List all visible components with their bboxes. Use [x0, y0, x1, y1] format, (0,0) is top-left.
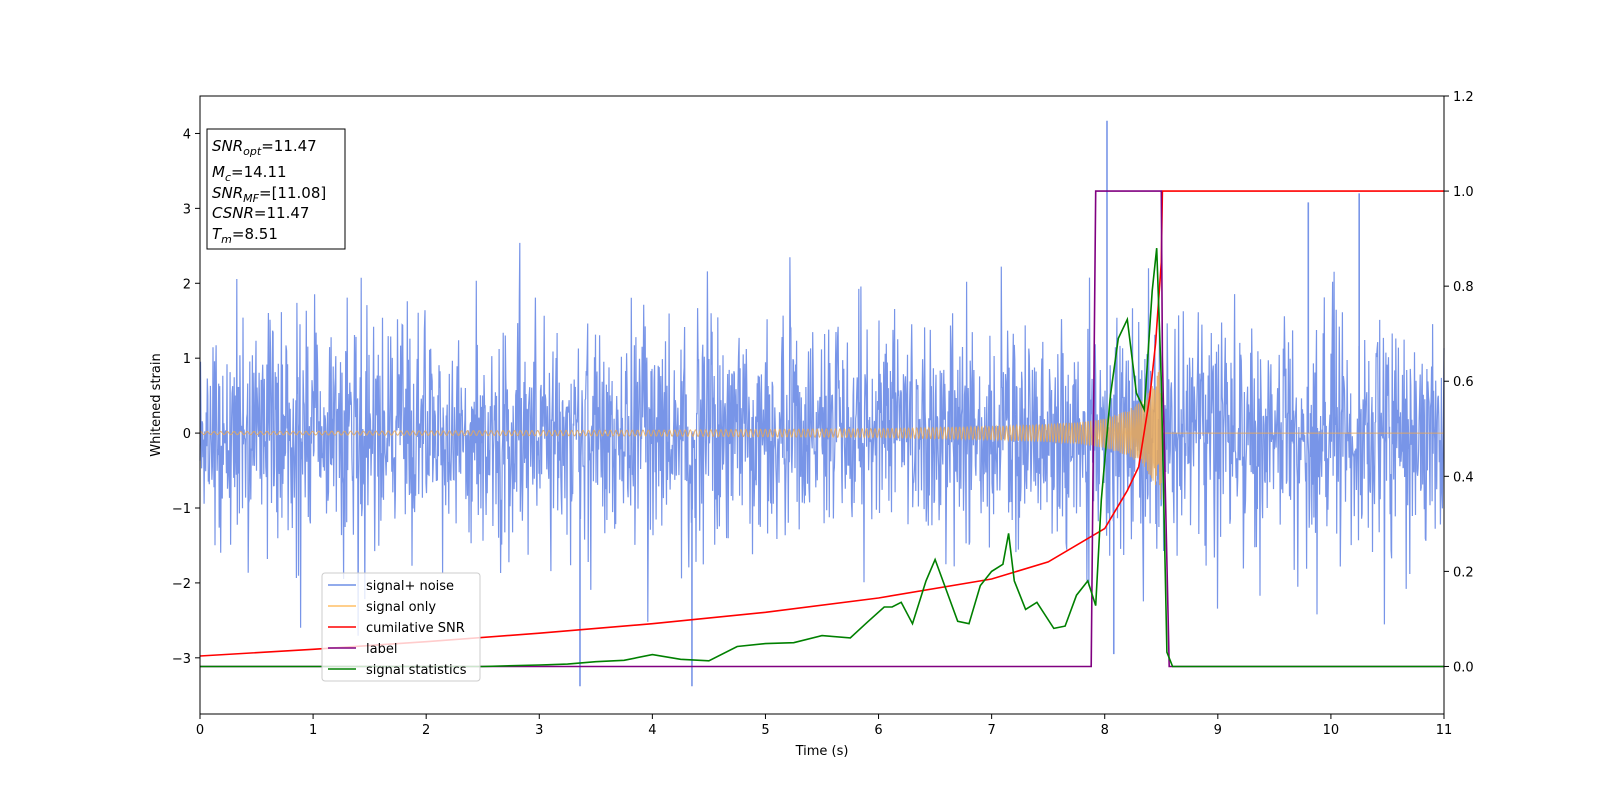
y-right-tick-label: 0.6: [1453, 375, 1474, 390]
x-axis-title: Time (s): [795, 744, 849, 759]
info-line-main: M: [212, 163, 225, 181]
info-line-csnr: CSNR=11.47: [212, 204, 309, 222]
info-line-main: T: [212, 225, 223, 243]
right-axis-series-layer: [199, 190, 1444, 668]
y-left-tick-label: −2: [172, 577, 191, 592]
y-left-tick-label: 2: [183, 277, 191, 292]
info-line-snr-opt: SNRopt=11.47: [212, 137, 317, 158]
series-cumulative-snr-line: [199, 190, 1444, 657]
info-line-main: CSNR: [212, 204, 254, 222]
info-box: SNRopt=11.47 Mc=14.11 SNRMF=[11.08] CSNR…: [206, 128, 346, 250]
info-line-sub: m: [221, 233, 232, 246]
info-line-value: =[11.08]: [259, 184, 326, 202]
x-tick-label: 6: [874, 723, 882, 738]
x-tick-label: 9: [1214, 723, 1222, 738]
legend: signal+ noise signal only cumilative SNR…: [321, 572, 481, 682]
info-line-tm: Tm=8.51: [212, 225, 278, 246]
x-tick-label: 8: [1101, 723, 1109, 738]
legend-label-signal-statistics: signal statistics: [366, 663, 467, 678]
info-line-value: =11.47: [261, 137, 317, 155]
x-tick-label: 2: [422, 723, 430, 738]
info-line-value: =14.11: [231, 163, 287, 181]
x-tick-label: 0: [196, 723, 204, 738]
x-tick-label: 10: [1323, 723, 1340, 738]
info-line-main: SNR: [212, 184, 243, 202]
y-right-tick-label: 0.4: [1453, 470, 1474, 485]
legend-label-signal-noise: signal+ noise: [366, 579, 454, 594]
series-signal-statistics-line: [200, 248, 1444, 668]
legend-label-label: label: [366, 642, 397, 657]
legend-label-signal-only: signal only: [366, 600, 436, 615]
axis-ticks: 0 1 2 3 4 5 6 7 8 9 10 11 −3 −2 −1 0 1 2 3 4 0.0 0.2 0.4 0.6 0.8…: [172, 90, 1474, 738]
signal-series-layer: [199, 366, 1444, 500]
info-line-sub: c: [225, 171, 231, 184]
legend-label-cumulative-snr: cumilative SNR: [366, 621, 465, 636]
x-tick-label: 3: [535, 723, 543, 738]
y-axis-title: Whitened strain: [149, 353, 164, 456]
y-left-tick-label: −1: [172, 502, 191, 517]
y-left-tick-label: 1: [183, 352, 191, 367]
x-tick-label: 7: [987, 723, 995, 738]
info-line-value: =8.51: [232, 225, 278, 243]
y-right-tick-label: 0.0: [1453, 660, 1474, 675]
x-tick-label: 11: [1436, 723, 1453, 738]
info-line-sub: opt: [243, 145, 262, 158]
info-box-frame: [206, 128, 346, 250]
y-left-tick-label: −3: [172, 652, 191, 667]
y-right-tick-label: 0.2: [1453, 565, 1474, 580]
y-right-tick-label: 0.8: [1453, 280, 1474, 295]
noise-series-layer: [199, 120, 1445, 687]
plot-frame: [199, 95, 1445, 715]
x-tick-label: 5: [761, 723, 769, 738]
y-right-tick-label: 1.0: [1453, 185, 1474, 200]
info-line-sub: MF: [243, 192, 259, 205]
series-signal-only-line: [199, 366, 1444, 500]
x-tick-label: 1: [309, 723, 317, 738]
y-left-tick-label: 0: [183, 427, 191, 442]
y-left-tick-label: 4: [183, 127, 191, 142]
info-line-snr-mf: SNRMF=[11.08]: [212, 184, 326, 205]
y-right-tick-label: 1.2: [1453, 90, 1474, 105]
info-line-mc: Mc=14.11: [212, 163, 287, 184]
info-line-value: =11.47: [254, 204, 310, 222]
x-tick-label: 4: [648, 723, 656, 738]
y-left-tick-label: 3: [183, 202, 191, 217]
info-line-main: SNR: [212, 137, 243, 155]
series-signal-noise-line: [199, 242, 1445, 636]
series-label-line: [200, 190, 1444, 668]
legend-frame: [321, 572, 481, 682]
